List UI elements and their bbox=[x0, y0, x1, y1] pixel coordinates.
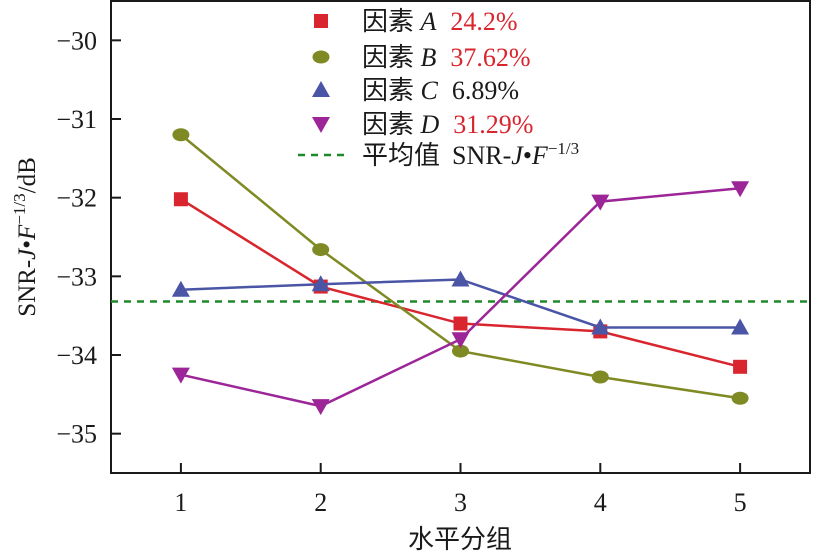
x-tick-label: 3 bbox=[454, 488, 467, 517]
point-b bbox=[312, 243, 330, 257]
y-axis-title-unit: /dB bbox=[14, 157, 41, 193]
point-a bbox=[173, 192, 188, 207]
point-d bbox=[171, 367, 190, 384]
legend-factor-text: 因素 bbox=[362, 43, 421, 72]
y-axis-title: SNR-J•F−1/3/dB bbox=[10, 157, 41, 317]
point-d bbox=[451, 332, 470, 349]
legend-marker-b bbox=[312, 50, 330, 64]
legend-mean-label: 平均值 SNR-J•F−1/3 bbox=[362, 139, 579, 170]
y-tick-label: −35 bbox=[56, 420, 97, 449]
legend-factor-name: A bbox=[419, 7, 437, 36]
point-a bbox=[453, 316, 468, 331]
legend-factor-name: C bbox=[421, 76, 439, 105]
point-c bbox=[171, 280, 190, 297]
point-c bbox=[311, 275, 330, 292]
x-tick-label: 2 bbox=[314, 488, 327, 517]
point-c bbox=[731, 318, 750, 335]
y-axis-title-sup: −1/3 bbox=[10, 193, 29, 224]
y-axis: −35 −34 −33 −32 −31 −30 bbox=[56, 26, 121, 449]
series-group bbox=[171, 128, 750, 416]
legend-label-a: 因素 A 24.2% bbox=[362, 7, 518, 36]
legend-factor-pct: 24.2% bbox=[450, 7, 517, 36]
legend-mean-prefix: SNR- bbox=[452, 141, 511, 170]
legend-label-d: 因素 D 31.29% bbox=[362, 110, 533, 139]
x-tick-label: 4 bbox=[594, 488, 607, 517]
legend-factor-text: 因素 bbox=[362, 7, 421, 36]
x-axis-title: 水平分组 bbox=[408, 525, 512, 554]
point-a bbox=[733, 359, 748, 374]
point-d bbox=[311, 399, 330, 416]
series-line-b bbox=[180, 133, 741, 400]
legend-factor-name: B bbox=[421, 43, 437, 72]
legend-mean-j: J bbox=[511, 141, 524, 170]
x-tick-label: 5 bbox=[734, 488, 747, 517]
legend-factor-text: 因素 bbox=[362, 76, 421, 105]
legend-factor-pct: 6.89% bbox=[452, 76, 519, 105]
point-b bbox=[591, 370, 609, 384]
y-axis-title-j: J bbox=[14, 247, 41, 260]
point-b bbox=[731, 391, 749, 405]
legend-label-b: 因素 B 37.62% bbox=[362, 43, 531, 72]
point-d bbox=[731, 181, 750, 198]
y-axis-title-dot: • bbox=[14, 240, 41, 249]
legend-factor-pct: 37.62% bbox=[450, 43, 530, 72]
legend-factor-name: D bbox=[420, 110, 440, 139]
legend: 因素 A 24.2% 因素 B 37.62% 因素 C 6.89% 因素 D 31.29% bbox=[312, 7, 533, 139]
legend-factor-text: 因素 bbox=[362, 110, 421, 139]
series-line-d bbox=[180, 186, 741, 408]
legend-mean-entry: 平均值 SNR-J•F−1/3 bbox=[298, 139, 579, 170]
x-axis: 1 2 3 4 5 bbox=[174, 463, 747, 517]
x-tick-label: 1 bbox=[174, 488, 187, 517]
y-tick-label: −32 bbox=[56, 184, 97, 213]
legend-mean-f: F bbox=[531, 141, 549, 170]
point-d bbox=[591, 194, 610, 211]
y-tick-label: −33 bbox=[56, 262, 97, 291]
y-axis-title-group: SNR-J•F−1/3/dB bbox=[10, 157, 41, 317]
point-b bbox=[452, 344, 469, 358]
legend-marker-c bbox=[312, 81, 330, 97]
point-c bbox=[451, 270, 470, 287]
y-tick-label: −30 bbox=[56, 26, 97, 55]
y-tick-label: −34 bbox=[56, 341, 97, 370]
legend-factor-pct: 31.29% bbox=[453, 110, 533, 139]
legend-mean-text: 平均值 bbox=[362, 141, 440, 170]
legend-mean-dot: • bbox=[523, 141, 532, 170]
point-b bbox=[172, 128, 190, 142]
y-axis-title-f: F bbox=[14, 224, 41, 241]
legend-marker-a bbox=[314, 14, 328, 28]
legend-mean-sup: −1/3 bbox=[548, 139, 579, 158]
legend-label-c: 因素 C 6.89% bbox=[362, 76, 519, 105]
y-axis-title-prefix: SNR- bbox=[14, 260, 41, 317]
y-tick-label: −31 bbox=[56, 105, 97, 134]
legend-marker-d bbox=[312, 117, 330, 133]
point-c bbox=[591, 318, 610, 335]
